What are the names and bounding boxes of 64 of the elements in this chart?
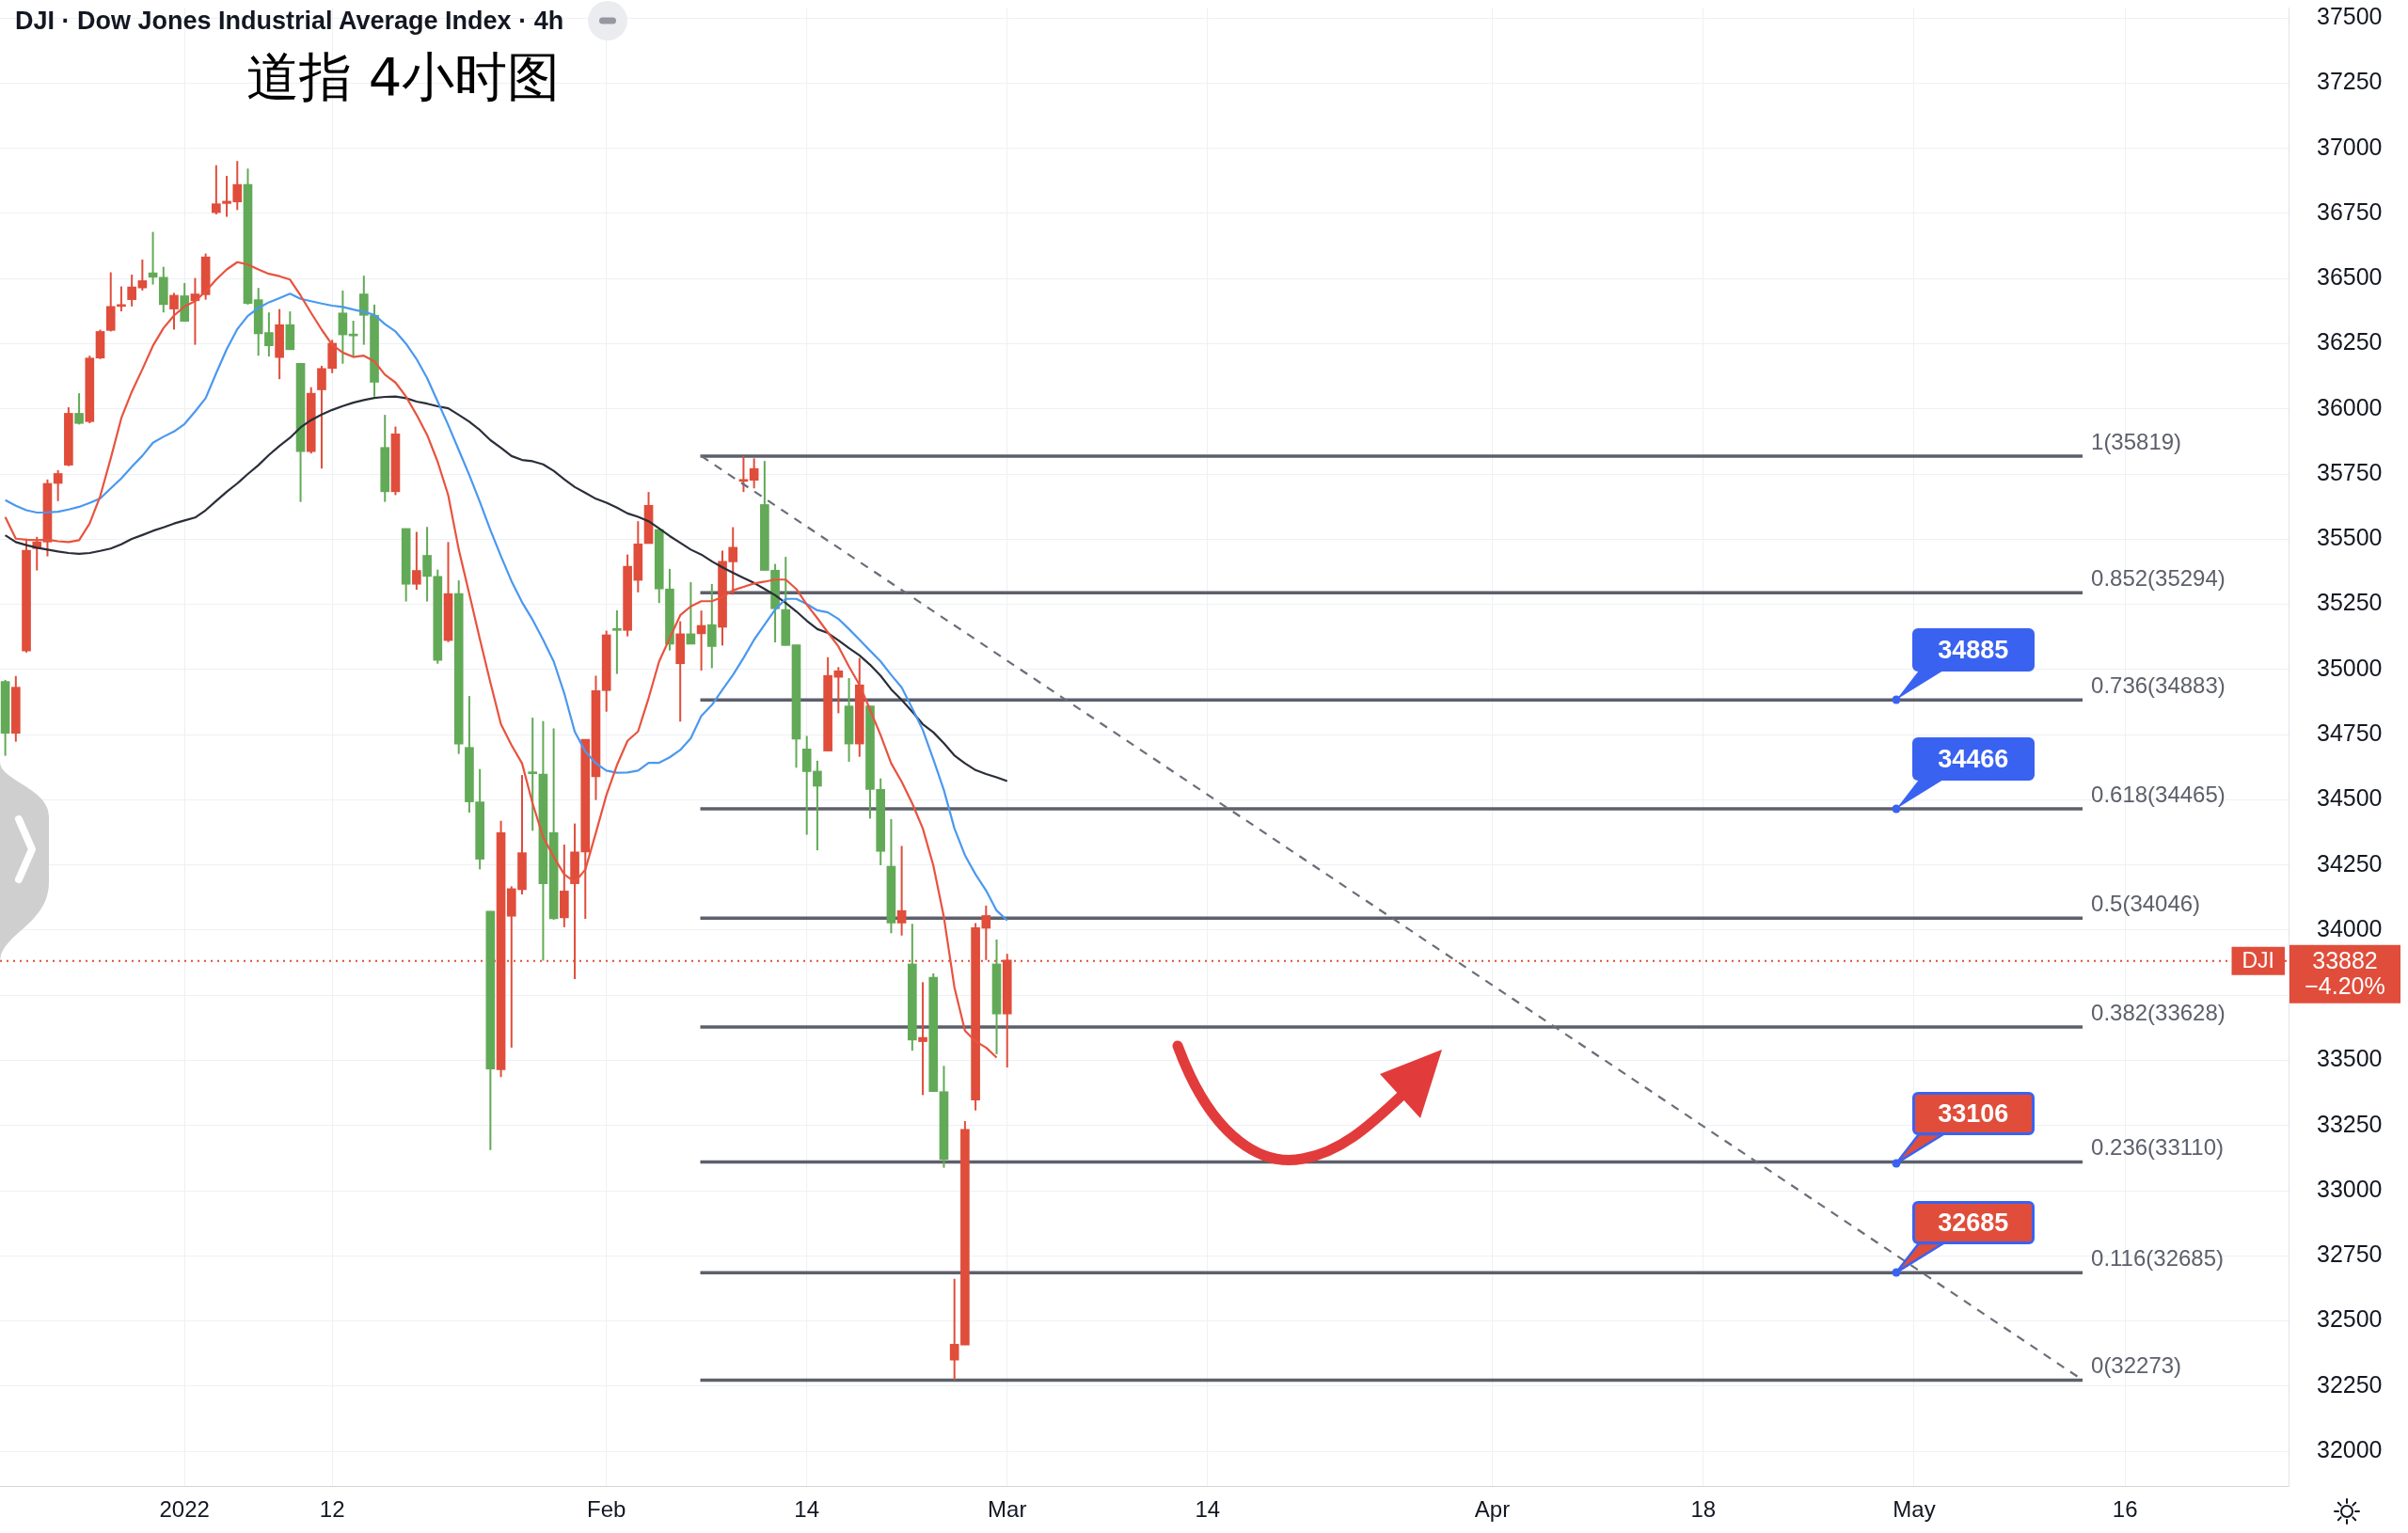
candlestick [918,981,927,1097]
y-tick-label: 37250 [2316,68,2383,95]
x-tick-label: Apr [1474,1496,1511,1523]
x-tick-label: May [1893,1496,1936,1523]
chart-title: DJI · Dow Jones Industrial Average Index · 4h [15,6,564,36]
y-tick-label: 35500 [2316,524,2383,551]
x-tick-label: 18 [1690,1496,1717,1523]
x-tick-label: 12 [319,1496,345,1523]
y-tick-label: 34250 [2316,849,2383,877]
x-tick-label: 14 [794,1496,820,1523]
ref-line-label: 0.852(35294) [2091,565,2226,591]
ref-line-label: 0.736(34883) [2091,672,2226,698]
y-tick-label: 37000 [2316,133,2383,160]
y-tick-label: 37500 [2316,2,2383,29]
candlestick [738,454,749,494]
candlestick [169,292,179,331]
x-tick-label: Feb [587,1496,626,1523]
y-tick-label: 36500 [2316,263,2383,291]
y-tick-label: 36250 [2316,328,2383,356]
text: −4.20% [2305,972,2385,999]
ref-line-label: DJI [2242,947,2274,972]
x-tick-label: 14 [1195,1496,1221,1523]
annotation: 34885 [1911,627,2035,672]
candlestick [528,717,538,832]
y-tick-label: 32000 [2316,1436,2383,1463]
x-tick-label: 16 [2112,1496,2138,1523]
y-tick-label: 35750 [2316,458,2383,485]
y-tick-label: 35000 [2316,654,2383,681]
y-tick-label: 36000 [2316,393,2383,420]
y-tick-label: 32500 [2316,1305,2383,1333]
text: 道指 4小时图 [246,45,561,109]
y-tick-label: 34500 [2316,784,2383,812]
candlestick [127,274,136,308]
annotation: 34466 [1911,736,2035,781]
y-tick-label: 34000 [2316,914,2383,941]
y-tick-label: 34750 [2316,719,2383,747]
ref-line-label: 0(32273) [2091,1352,2182,1379]
annotation: 32685 [1911,1201,2035,1245]
candlestick [53,468,63,502]
y-tick-label: 33250 [2316,1110,2383,1137]
candlestick [612,608,622,675]
candlestick [749,457,759,490]
ref-line-label: 1(35819) [2091,428,2182,454]
candlestick [422,526,432,603]
y-tick-label: 32250 [2316,1370,2383,1398]
x-tick-label: Mar [988,1496,1027,1523]
ref-line-label: 0.5(34046) [2091,890,2201,916]
y-tick-label: 36750 [2316,198,2383,225]
y-tick-label: 32750 [2316,1241,2383,1268]
annotation: 33106 [1911,1091,2035,1135]
x-tick-label: 2022 [159,1496,210,1523]
ref-line-label: 0.382(33628) [2091,999,2226,1025]
y-tick-label: 33000 [2316,1175,2383,1202]
candlestick [74,392,84,426]
y-tick-label: 33500 [2316,1045,2383,1072]
candlestick [896,845,907,937]
y-tick-label: 35250 [2316,589,2383,616]
candlestick [338,289,348,365]
ref-line-label: 0.116(32685) [2091,1244,2225,1271]
ref-line-label: 0.236(33110) [2091,1134,2225,1161]
candlestick [412,530,421,592]
candlestick [706,582,717,670]
ref-line-label: 0.618(34465) [2091,781,2226,807]
text: 33882 [2312,946,2378,973]
